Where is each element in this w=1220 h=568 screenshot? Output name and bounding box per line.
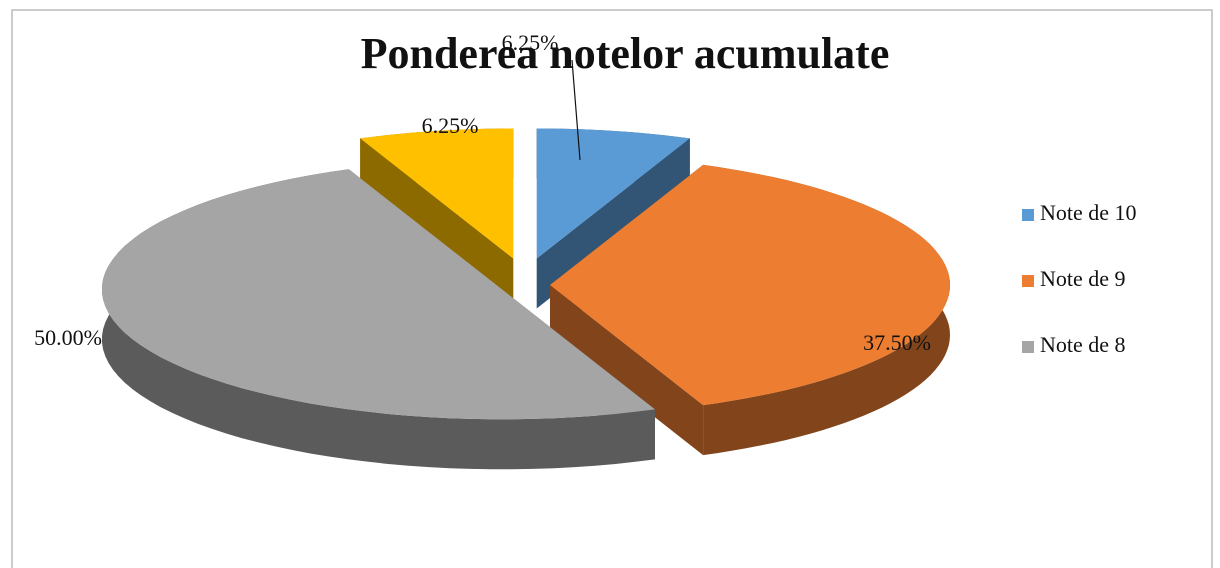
data-label: 50.00% [34, 325, 102, 350]
legend-label: Note de 9 [1040, 266, 1126, 291]
data-label: 6.25% [502, 30, 559, 55]
legend-swatch [1022, 209, 1034, 221]
legend-swatch [1022, 275, 1034, 287]
slice [102, 169, 655, 420]
slice-side [102, 169, 655, 470]
slice-side [550, 285, 704, 456]
slice [536, 128, 690, 259]
leader-line [571, 59, 581, 161]
slice [550, 164, 950, 406]
data-label: 37.50% [863, 330, 931, 355]
legend-label: Note de 10 [1040, 200, 1137, 225]
chart-title: Ponderea notelor acumulate [361, 29, 890, 78]
slice [360, 128, 514, 259]
data-label: 6.25% [422, 113, 479, 138]
legend-swatch [1022, 341, 1034, 353]
legend-label: Note de 8 [1040, 332, 1126, 357]
